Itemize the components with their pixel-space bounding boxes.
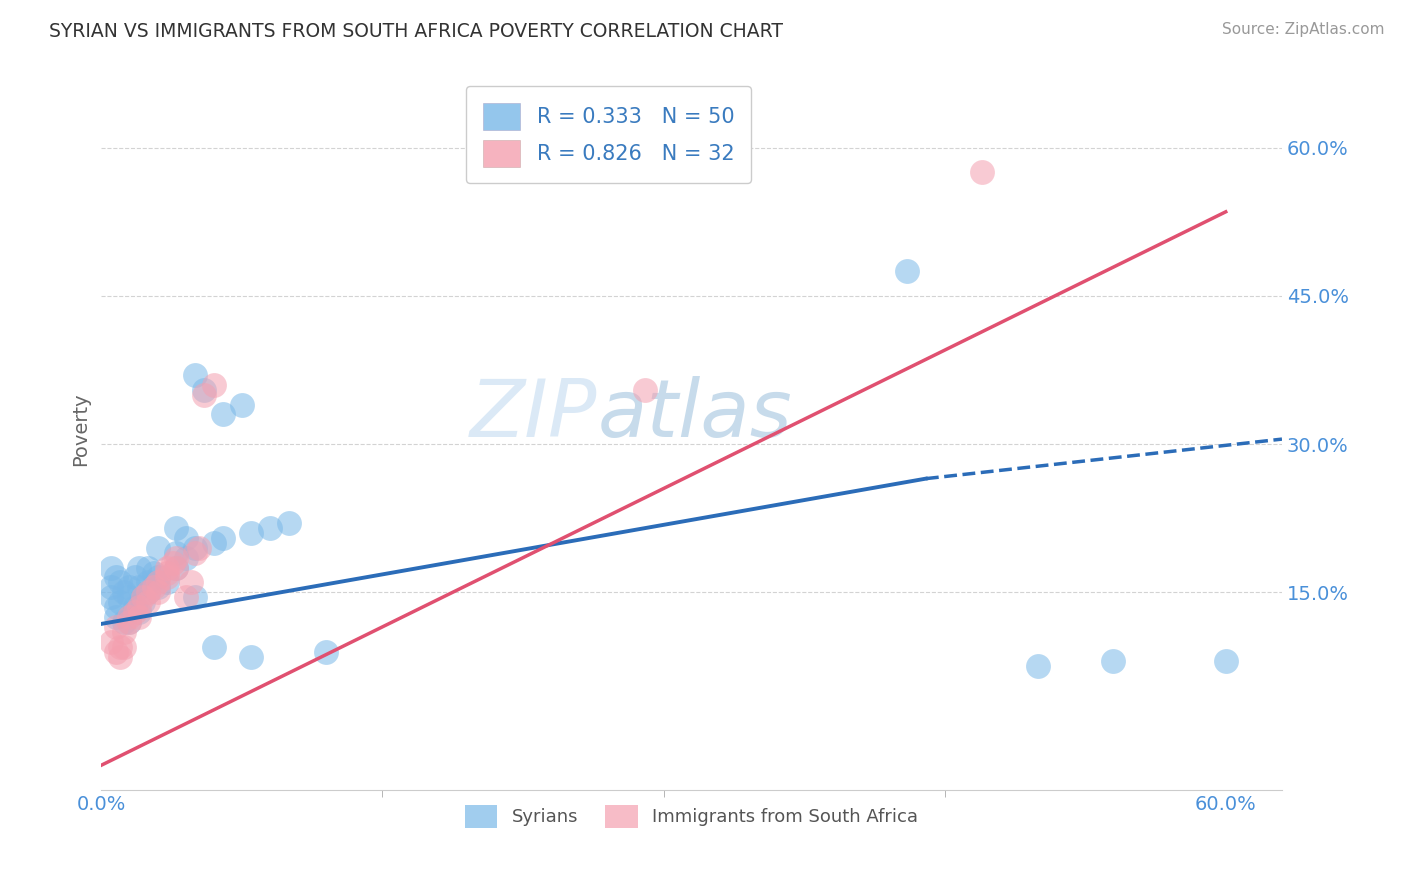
Point (187, 541, 209, 555)
Point (136, 585, 159, 599)
Point (146, 570, 169, 584)
Point (174, 531, 197, 545)
Text: atlas: atlas (598, 376, 792, 454)
Point (112, 640, 135, 654)
Point (136, 585, 159, 599)
Point (231, 397, 253, 411)
Point (156, 566, 179, 580)
Point (212, 408, 235, 422)
Point (240, 526, 263, 541)
Point (105, 600, 128, 615)
Y-axis label: Poverty: Poverty (72, 392, 90, 466)
Point (156, 570, 179, 584)
Point (174, 591, 197, 605)
Point (193, 383, 215, 397)
Point (118, 591, 141, 605)
Point (128, 600, 150, 615)
Point (128, 605, 150, 619)
Point (112, 624, 135, 639)
Point (124, 570, 146, 584)
Point (156, 560, 179, 574)
Point (118, 615, 141, 629)
Legend: Syrians, Immigrants from South Africa: Syrians, Immigrants from South Africa (458, 797, 925, 835)
Point (100, 580, 122, 594)
Point (112, 585, 135, 599)
Point (174, 550, 197, 565)
Point (142, 580, 165, 594)
Point (259, 521, 281, 535)
Point (202, 640, 225, 654)
Point (1215, 655, 1237, 669)
Point (136, 595, 159, 609)
Point (136, 560, 159, 574)
Point (180, 575, 202, 590)
Point (1028, 659, 1050, 673)
Point (277, 516, 299, 530)
Point (156, 575, 179, 590)
Point (105, 570, 128, 584)
Point (202, 377, 225, 392)
Point (128, 610, 150, 624)
Text: SYRIAN VS IMMIGRANTS FROM SOUTH AFRICA POVERTY CORRELATION CHART: SYRIAN VS IMMIGRANTS FROM SOUTH AFRICA P… (49, 22, 783, 41)
Point (896, 264, 918, 278)
Point (202, 536, 225, 550)
Point (184, 546, 207, 560)
Text: Source: ZipAtlas.com: Source: ZipAtlas.com (1222, 22, 1385, 37)
Point (118, 615, 141, 629)
Point (108, 640, 131, 654)
Point (112, 615, 135, 629)
Point (184, 541, 207, 555)
Point (100, 560, 122, 574)
Point (146, 575, 169, 590)
Point (212, 531, 235, 545)
Point (105, 620, 128, 634)
Point (108, 649, 131, 664)
Point (128, 580, 150, 594)
Point (146, 541, 169, 555)
Point (165, 560, 187, 574)
Point (136, 575, 159, 590)
Point (100, 634, 122, 648)
Point (165, 521, 187, 535)
Point (124, 605, 146, 619)
Point (184, 591, 207, 605)
Point (165, 550, 187, 565)
Point (128, 560, 150, 574)
Point (146, 580, 169, 594)
Point (131, 591, 153, 605)
Point (131, 595, 153, 609)
Point (105, 644, 128, 658)
Point (972, 165, 994, 179)
Point (146, 585, 169, 599)
Point (165, 560, 187, 574)
Text: ZIP: ZIP (470, 376, 598, 454)
Point (165, 546, 187, 560)
Point (105, 610, 128, 624)
Point (124, 600, 146, 615)
Point (315, 644, 337, 658)
Point (108, 595, 131, 609)
Point (100, 591, 122, 605)
Point (142, 566, 165, 580)
Point (1102, 655, 1125, 669)
Point (184, 368, 207, 382)
Point (118, 580, 141, 594)
Point (193, 387, 215, 401)
Point (162, 556, 184, 570)
Point (108, 575, 131, 590)
Point (240, 649, 263, 664)
Point (634, 383, 657, 397)
Point (118, 610, 141, 624)
